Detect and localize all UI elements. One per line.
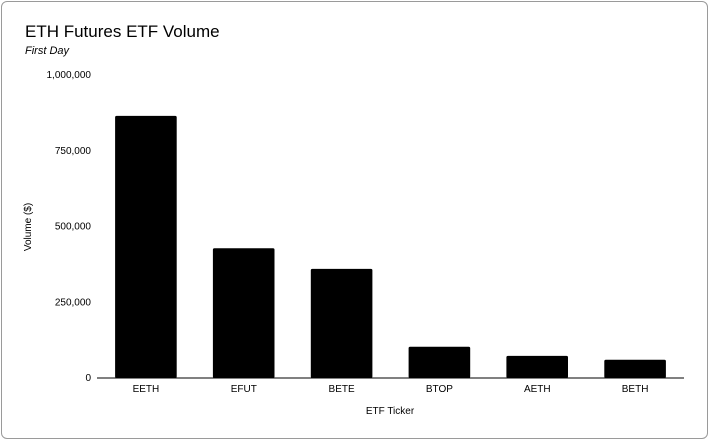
bar-btop	[408, 346, 471, 378]
x-tick-label: BTOP	[426, 384, 453, 395]
y-tick-label: 250,000	[55, 297, 92, 308]
y-tick-label: 500,000	[55, 222, 92, 233]
bar-aeth	[506, 355, 568, 378]
bar-efut	[212, 248, 275, 378]
bars	[115, 115, 666, 379]
chart-title: ETH Futures ETF Volume	[25, 22, 220, 41]
bar-eeth	[115, 115, 177, 379]
x-tick-label: EETH	[133, 384, 160, 395]
y-tick-label: 1,000,000	[47, 70, 92, 81]
y-axis-label: Volume ($)	[23, 203, 34, 251]
x-tick-label: AETH	[524, 384, 551, 395]
y-tick-label: 0	[85, 373, 91, 384]
x-axis-ticks: EETH EFUT BETE BTOP AETH BETH	[133, 384, 649, 395]
chart-subtitle: First Day	[25, 45, 69, 57]
x-tick-label: EFUT	[231, 384, 257, 395]
bar-beth	[604, 359, 666, 378]
y-axis-ticks: 0 250,000 500,000 750,000 1,000,000	[47, 70, 92, 384]
x-axis-label: ETF Ticker	[366, 406, 415, 417]
x-tick-label: BETE	[329, 384, 355, 395]
x-tick-label: BETH	[622, 384, 649, 395]
y-tick-label: 750,000	[55, 146, 92, 157]
bar-bete	[310, 268, 373, 378]
